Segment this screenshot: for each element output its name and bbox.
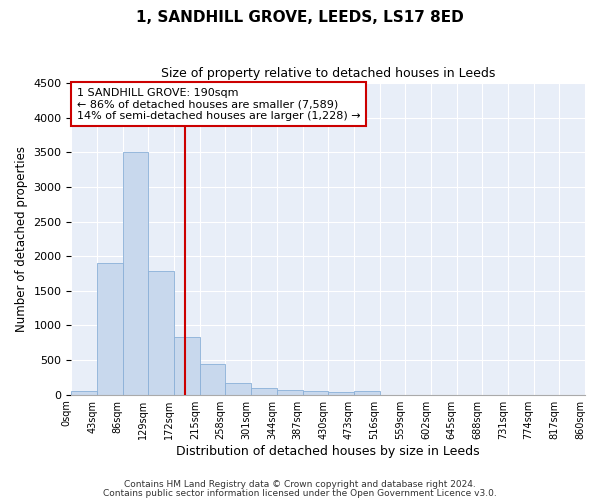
Title: Size of property relative to detached houses in Leeds: Size of property relative to detached ho… — [161, 68, 496, 80]
Text: 1, SANDHILL GROVE, LEEDS, LS17 8ED: 1, SANDHILL GROVE, LEEDS, LS17 8ED — [136, 10, 464, 25]
Text: Contains HM Land Registry data © Crown copyright and database right 2024.: Contains HM Land Registry data © Crown c… — [124, 480, 476, 489]
Y-axis label: Number of detached properties: Number of detached properties — [15, 146, 28, 332]
X-axis label: Distribution of detached houses by size in Leeds: Distribution of detached houses by size … — [176, 444, 480, 458]
Text: Contains public sector information licensed under the Open Government Licence v3: Contains public sector information licen… — [103, 488, 497, 498]
Bar — [251, 388, 277, 394]
Bar — [328, 392, 354, 394]
Bar — [277, 390, 302, 394]
Bar — [71, 391, 97, 394]
Bar — [200, 364, 226, 394]
Bar — [174, 336, 200, 394]
Bar — [123, 152, 148, 394]
Bar — [302, 391, 328, 394]
Bar — [354, 391, 380, 394]
Bar — [148, 272, 174, 394]
Bar — [226, 383, 251, 394]
Bar — [97, 263, 123, 394]
Text: 1 SANDHILL GROVE: 190sqm
← 86% of detached houses are smaller (7,589)
14% of sem: 1 SANDHILL GROVE: 190sqm ← 86% of detach… — [77, 88, 360, 121]
